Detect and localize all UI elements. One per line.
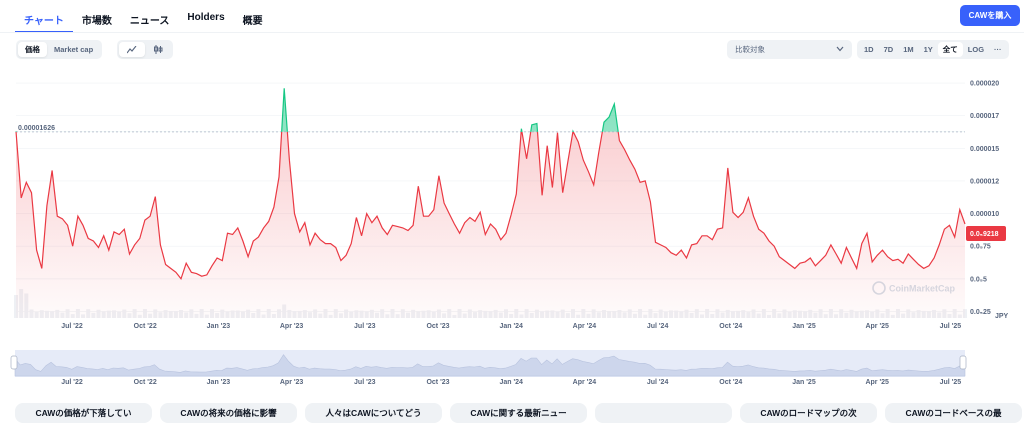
current-price-label: 0.0₅9218	[970, 231, 999, 238]
x-tick-label: Jul '22	[61, 323, 83, 330]
navigator-x-tick-label: Oct '24	[719, 379, 742, 386]
faq-cards: CAWの価格が下落してい CAWの将来の価格に影響 人々はCAWについてどう C…	[15, 403, 1022, 423]
buy-button[interactable]: CAWを購入	[960, 5, 1020, 26]
log-toggle[interactable]: LOG	[967, 45, 985, 54]
range-1m[interactable]: 1M	[903, 45, 914, 54]
range-7d[interactable]: 7D	[883, 45, 894, 54]
faq-card[interactable]: CAWのコードベースの最	[885, 403, 1022, 423]
navigator-series	[14, 354, 966, 377]
more-options-button[interactable]: ···	[994, 45, 1002, 54]
current-price-tag: 0.0₅9218	[966, 226, 1006, 242]
navigator-left-handle[interactable]	[10, 355, 18, 370]
navigator-x-tick-label: Jan '25	[792, 379, 816, 386]
x-tick-label: Apr '25	[865, 323, 889, 330]
x-tick-label: Apr '23	[280, 323, 304, 330]
navigator-x-tick-label: Jul '24	[647, 379, 669, 386]
y-tick-label: 0.000012	[970, 178, 999, 185]
y-tick-label: 0.000015	[970, 146, 999, 153]
y-tick-label: 0.000017	[970, 113, 999, 120]
baseline-label: 0.00001626	[18, 125, 55, 132]
navigator-x-tick-label: Jul '22	[61, 379, 83, 386]
market-cap-option[interactable]: Market cap	[54, 45, 94, 54]
candlestick-icon[interactable]	[145, 42, 171, 57]
x-tick-label: Jul '23	[354, 323, 376, 330]
faq-card[interactable]: CAWに関する最新ニュー	[450, 403, 587, 423]
x-tick-label: Oct '24	[719, 323, 742, 330]
x-tick-label: Oct '22	[134, 323, 157, 330]
range-1y[interactable]: 1Y	[923, 45, 933, 54]
y-tick-label: 0.000010	[970, 211, 999, 218]
y-tick-label: 0.0₅25	[970, 309, 991, 316]
tab-chart[interactable]: チャート	[15, 0, 73, 33]
price-chart[interactable]: 0.00001626 0.000020 0.000017 0.000015 0.000…	[0, 66, 1024, 415]
chart-style-toggle	[117, 40, 173, 59]
tab-divider	[0, 32, 1024, 33]
y-tick-label: 0.0₅5	[970, 276, 987, 283]
faq-card[interactable]: CAWの将来の価格に影響	[160, 403, 297, 423]
currency-label: JPY	[995, 313, 1009, 320]
navigator-x-tick-label: Jan '24	[499, 379, 523, 386]
time-range-toggle: 1D 7D 1M 1Y 全て LOG ···	[857, 40, 1009, 59]
navigator-right-handle[interactable]	[959, 355, 967, 370]
x-tick-label: Jul '24	[647, 323, 669, 330]
navigator-x-tick-label: Jul '25	[940, 379, 962, 386]
price-chart-svg: 0.00001626 0.0000200.0000170.0000150.000…	[10, 81, 1009, 386]
faq-card[interactable]	[595, 403, 732, 423]
price-line-below	[15, 131, 966, 281]
y-axis: 0.000020 0.000017 0.000015 0.000012 0.000010…	[970, 81, 999, 316]
tab-bar: チャート 市場数 ニュース Holders 概要	[15, 0, 272, 33]
chevron-down-icon	[836, 45, 844, 54]
tab-overview[interactable]: 概要	[242, 16, 263, 27]
y-tick-label: 0.000020	[970, 81, 999, 88]
x-tick-label: Jan '24	[499, 323, 523, 330]
watermark: CoinMarketCap	[872, 281, 956, 295]
tab-holders[interactable]: Holders	[187, 12, 225, 23]
metric-toggle: 価格 Market cap	[16, 40, 103, 59]
navigator-x-axis: Jul '22 Oct '22 Jan '23 Apr '23 Jul '23 Oct '…	[61, 379, 961, 386]
navigator-x-tick-label: Oct '22	[134, 379, 157, 386]
price-option[interactable]: 価格	[18, 42, 47, 57]
watermark-text: CoinMarketCap	[889, 284, 956, 294]
navigator-x-tick-label: Jul '23	[354, 379, 376, 386]
x-tick-label: Oct '23	[426, 323, 449, 330]
x-tick-label: Apr '24	[573, 323, 597, 330]
y-tick-label: 0.0₅75	[970, 244, 991, 251]
range-all[interactable]: 全て	[937, 42, 963, 57]
navigator-x-tick-label: Apr '24	[573, 379, 597, 386]
faq-card[interactable]: CAWの価格が下落してい	[15, 403, 152, 423]
price-area-below	[16, 131, 965, 318]
tab-news[interactable]: ニュース	[129, 16, 170, 27]
compare-select[interactable]: 比較対象	[727, 40, 852, 59]
range-1d[interactable]: 1D	[864, 45, 874, 54]
coinmarketcap-logo-icon	[872, 281, 886, 295]
faq-card[interactable]: CAWのロードマップの次	[740, 403, 877, 423]
tab-markets[interactable]: 市場数	[81, 16, 112, 27]
x-tick-label: Jul '25	[940, 323, 962, 330]
navigator-x-tick-label: Jan '23	[207, 379, 231, 386]
navigator-x-tick-label: Oct '23	[426, 379, 449, 386]
x-tick-label: Jan '25	[792, 323, 816, 330]
faq-card[interactable]: 人々はCAWについてどう	[305, 403, 442, 423]
compare-placeholder: 比較対象	[735, 45, 765, 54]
navigator-x-tick-label: Apr '25	[865, 379, 889, 386]
x-axis: Jul '22 Oct '22 Jan '23 Apr '23 Jul '23 Oct '…	[61, 323, 961, 330]
navigator-x-tick-label: Apr '23	[280, 379, 304, 386]
range-navigator[interactable]	[10, 350, 967, 377]
line-chart-icon[interactable]	[119, 42, 145, 57]
x-tick-label: Jan '23	[207, 323, 231, 330]
